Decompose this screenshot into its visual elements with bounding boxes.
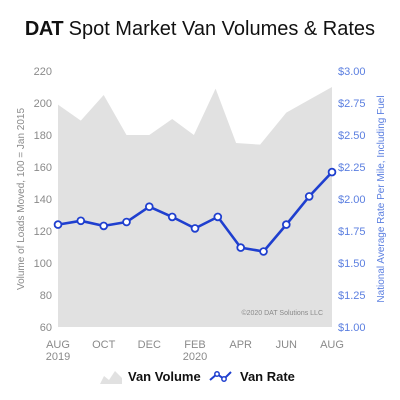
- right-tick-label: $2.50: [338, 130, 366, 142]
- chart-title: DAT Spot Market Van Volumes & Rates: [0, 18, 400, 41]
- x-tick-label: JUN: [276, 339, 297, 351]
- rate-point-9: [259, 247, 268, 256]
- rate-line-layer: [53, 167, 337, 256]
- left-tick-label: 60: [40, 322, 52, 334]
- legend: Van Volume Van Rate: [0, 368, 400, 388]
- left-tick-label: 120: [34, 226, 52, 238]
- rate-point-11: [304, 192, 314, 201]
- rate-point-8: [236, 243, 246, 252]
- x-tick-label: AUG: [320, 339, 344, 351]
- left-tick-label: 140: [34, 194, 52, 206]
- legend-item-rate: Van Rate: [208, 368, 295, 384]
- watermark-text: ©2020 DAT Solutions LLC: [241, 309, 323, 317]
- legend-label-volume: Van Volume: [128, 368, 201, 384]
- left-tick-label: 160: [34, 162, 52, 174]
- legend-label-rate: Van Rate: [240, 368, 295, 384]
- right-tick-label: $2.00: [338, 194, 366, 206]
- left-tick-label: 80: [40, 290, 52, 302]
- right-tick-label: $2.75: [338, 98, 366, 110]
- left-tick-label: 200: [34, 98, 52, 110]
- legend-item-volume: Van Volume: [100, 368, 201, 384]
- volume-area-layer: ©2020 DAT Solutions LLC: [58, 87, 332, 327]
- left-axis-title: Volume of Loads Moved, 100 = Jan 2015: [16, 108, 27, 291]
- rate-point-3: [122, 217, 131, 227]
- rate-point-1: [76, 216, 86, 226]
- rate-point-7: [213, 212, 223, 222]
- axis-layer: 60 80 100 120 140 160 180 200 220 $1.00 $1.25 $1.50…: [16, 66, 387, 363]
- right-tick-label: $2.25: [338, 162, 366, 174]
- x-tick-label: DEC: [138, 339, 161, 351]
- x-tick-label: OCT: [92, 339, 116, 351]
- rate-point-12: [327, 167, 337, 177]
- rate-point-0: [53, 220, 63, 229]
- rate-point-10: [281, 220, 291, 229]
- right-tick-label: $1.75: [338, 226, 366, 238]
- x-tick-label: APR: [229, 339, 252, 351]
- left-tick-label: 180: [34, 130, 52, 142]
- area-swatch-icon: [100, 371, 122, 384]
- volume-area: [58, 87, 332, 327]
- rate-point-4: [145, 202, 154, 212]
- rate-point-2: [99, 221, 108, 231]
- x-tick-year: 2020: [183, 351, 207, 363]
- title-brand: DAT: [24, 18, 64, 40]
- right-tick-label: $3.00: [338, 66, 366, 78]
- right-tick-label: $1.25: [338, 290, 366, 302]
- x-tick-year: 2019: [46, 351, 70, 363]
- x-tick-label: AUG: [46, 339, 70, 351]
- right-axis-title: National Average Rate Per Mile, Includin…: [376, 95, 387, 302]
- right-tick-label: $1.50: [338, 258, 366, 270]
- title-text: Spot Market Van Volumes & Rates: [68, 18, 376, 40]
- x-tick-label: FEB: [184, 339, 205, 351]
- rate-point-5: [167, 212, 177, 222]
- left-tick-label: 220: [34, 66, 52, 78]
- rate-point-6: [190, 224, 200, 233]
- left-tick-label: 100: [34, 258, 52, 270]
- line-swatch-icon: [209, 371, 232, 382]
- right-tick-label: $1.00: [338, 322, 366, 334]
